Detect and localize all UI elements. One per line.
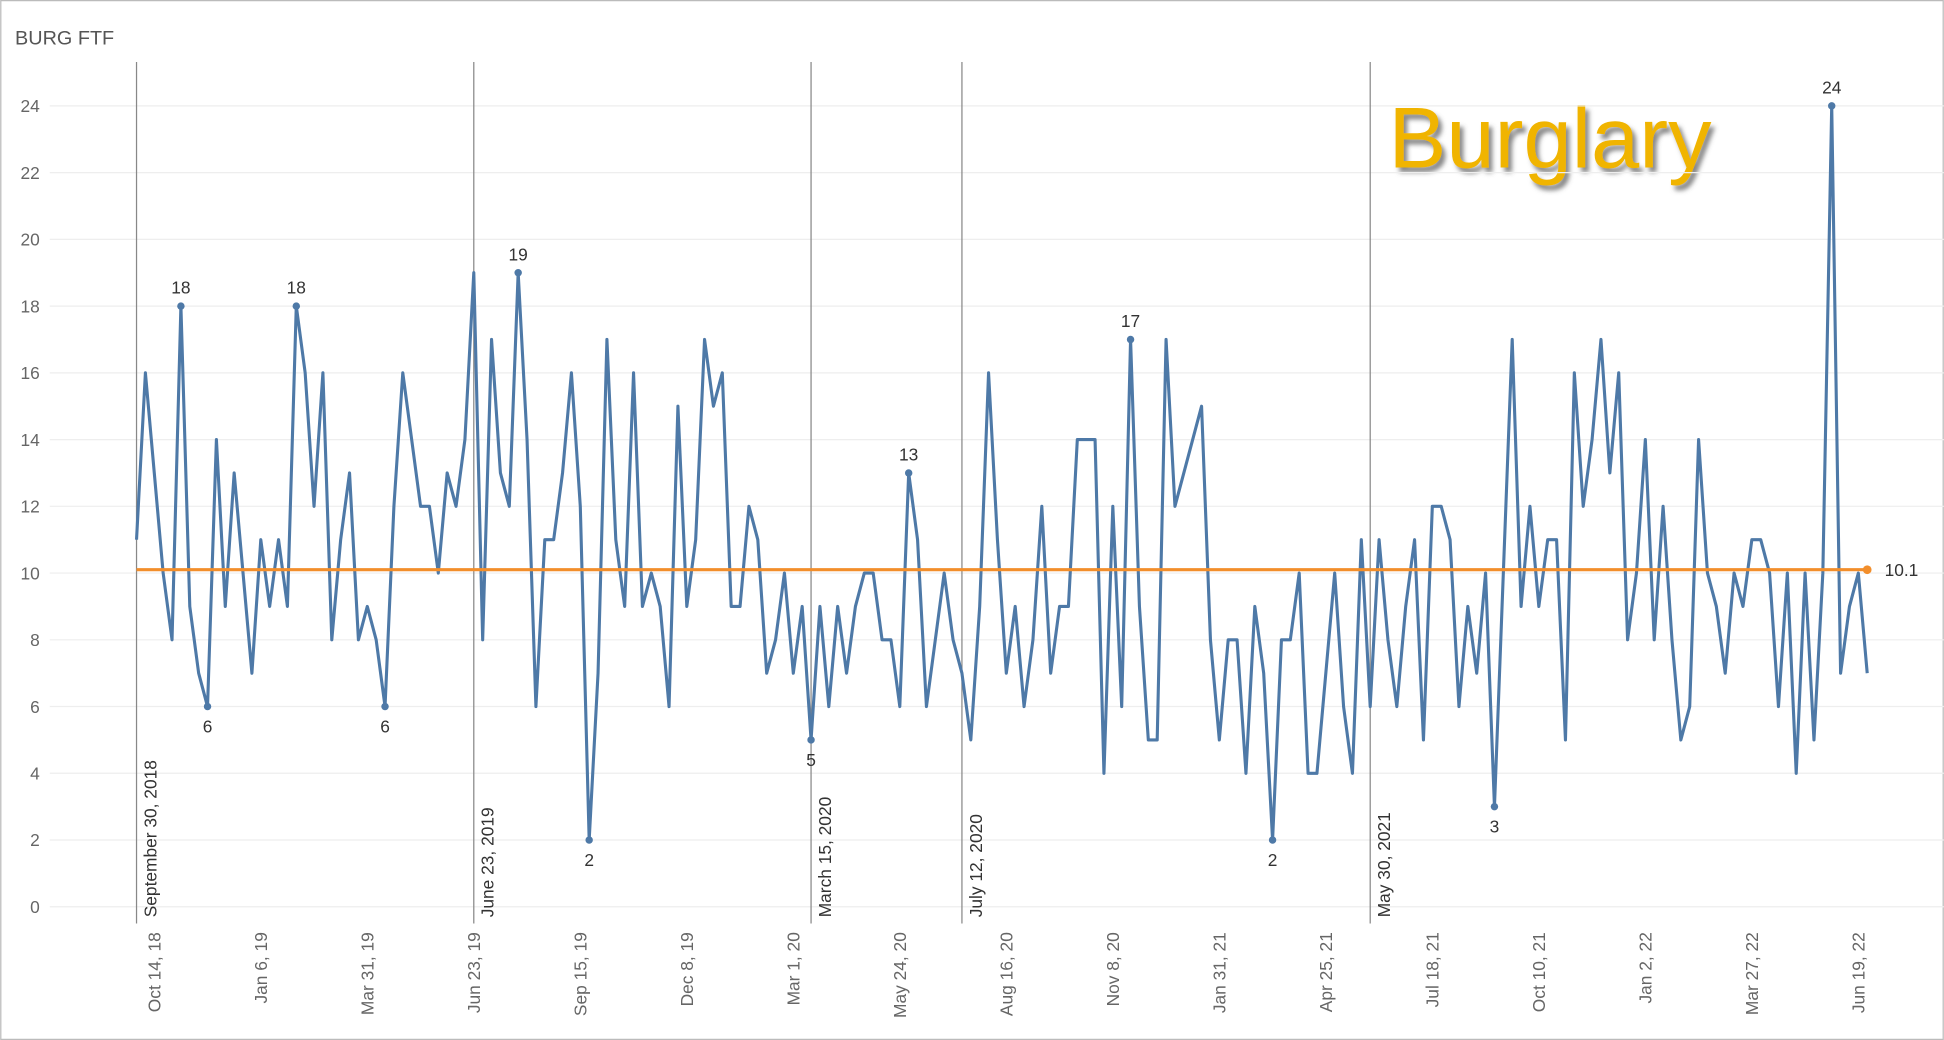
point xyxy=(177,302,185,310)
x-tick-label: Jun 19, 22 xyxy=(1849,932,1869,1013)
reference-label: May 30, 2021 xyxy=(1374,812,1394,917)
x-tick-label: Nov 8, 20 xyxy=(1103,932,1123,1006)
x-tick-label: Jan 2, 22 xyxy=(1636,932,1656,1003)
reference-label: March 15, 2020 xyxy=(815,797,835,918)
data-label: 18 xyxy=(171,278,190,298)
y-tick-label: 16 xyxy=(21,363,40,383)
reference-label: September 30, 2018 xyxy=(140,760,160,917)
x-tick-label: Oct 14, 18 xyxy=(144,932,164,1012)
y-tick-label: 22 xyxy=(21,163,40,183)
x-tick-label: Jun 23, 19 xyxy=(464,932,484,1013)
x-tick-label: Aug 16, 20 xyxy=(997,932,1017,1016)
x-tick-label: May 24, 20 xyxy=(890,932,910,1018)
reference-label: July 12, 2020 xyxy=(966,814,986,917)
data-label: 5 xyxy=(806,750,816,770)
y-tick-label: 10 xyxy=(21,563,40,583)
x-tick-label: Mar 1, 20 xyxy=(784,932,804,1005)
point xyxy=(1490,802,1499,811)
x-tick-label: Mar 31, 19 xyxy=(357,932,377,1015)
point xyxy=(904,469,913,477)
y-tick-label: 14 xyxy=(21,430,41,450)
y-tick-label: 0 xyxy=(30,897,40,917)
point xyxy=(1268,836,1277,844)
point xyxy=(807,736,815,744)
average-end xyxy=(1862,565,1872,575)
data-label: 6 xyxy=(203,717,213,737)
y-tick-label: 18 xyxy=(21,296,40,316)
x-tick-label: Apr 25, 21 xyxy=(1316,932,1336,1012)
x-tick-label: Jan 6, 19 xyxy=(251,932,271,1003)
data-label: 18 xyxy=(287,278,306,298)
data-label: 2 xyxy=(1268,850,1278,870)
point xyxy=(585,836,593,844)
y-tick-label: 2 xyxy=(30,830,40,850)
x-tick-label: Dec 8, 19 xyxy=(677,932,697,1006)
y-tick-label: 8 xyxy=(30,630,40,650)
y-tick-label: 12 xyxy=(21,497,40,517)
data-label: 24 xyxy=(1822,77,1842,97)
reference-label: June 23, 2019 xyxy=(478,807,498,917)
average-label: 10.1 xyxy=(1885,560,1919,580)
data-label: 3 xyxy=(1490,817,1500,837)
data-label: 6 xyxy=(380,717,390,737)
y-tick-label: 20 xyxy=(21,230,40,250)
y-tick-label: 24 xyxy=(21,96,41,116)
x-tick-label: Mar 27, 22 xyxy=(1742,932,1762,1015)
point xyxy=(203,702,212,711)
point xyxy=(514,268,522,277)
data-label: 2 xyxy=(584,850,594,870)
x-tick-label: Jul 18, 21 xyxy=(1423,932,1443,1007)
data-label: 17 xyxy=(1121,311,1140,331)
x-tick-label: Sep 15, 19 xyxy=(570,932,590,1016)
data-label: 13 xyxy=(899,445,918,465)
point xyxy=(1827,102,1836,110)
chart-title: BURG FTF xyxy=(15,28,114,50)
point xyxy=(292,302,301,310)
data-label: 19 xyxy=(509,244,528,264)
annotation: Burglary xyxy=(1388,89,1712,186)
y-tick-label: 4 xyxy=(30,763,40,783)
point xyxy=(1126,335,1135,344)
y-tick-label: 6 xyxy=(30,697,40,717)
x-tick-label: Oct 10, 21 xyxy=(1529,932,1549,1012)
x-tick-label: Jan 31, 21 xyxy=(1210,932,1230,1013)
data-line xyxy=(134,104,1869,842)
point xyxy=(381,702,389,711)
